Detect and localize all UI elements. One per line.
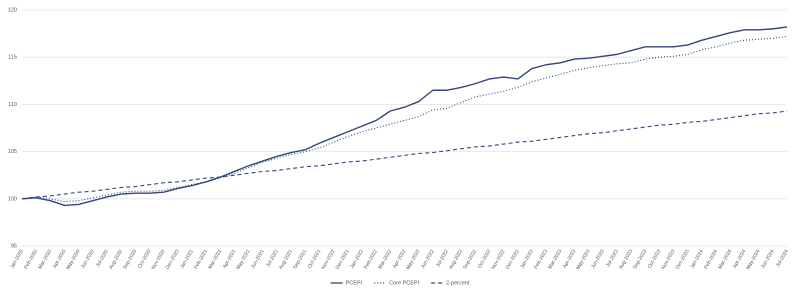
x-tick-label: Jul-2020 [95,248,110,268]
x-tick-label: May-2020 [65,248,81,270]
x-tick-label: Sep-2021 [292,248,308,270]
series-line [21,110,788,200]
x-tick-label: Sep-2023 [632,248,648,270]
legend-label: Core PCEPI [389,280,419,286]
series-line [21,35,788,203]
y-tick-label: 95 [11,243,17,249]
x-tick-label: Jun-2022 [420,248,436,269]
x-tick-label: May-2021 [235,248,251,270]
y-tick-label: 115 [8,55,17,61]
x-tick-label: Jul-2022 [435,248,450,268]
y-tick-label: 120 [8,7,17,13]
legend-label: PCEPI [346,280,363,286]
legend: PCEPI Core PCEPI 2-percent [330,280,470,286]
x-tick-label: Sep-2020 [122,248,138,270]
y-tick-label: 105 [8,149,17,155]
x-tick-label: Jul-2023 [605,248,620,268]
x-tick-label: Jun-2023 [590,248,606,269]
y-tick-label: 110 [8,102,17,108]
x-tick-label: Sep-2022 [462,248,478,270]
x-tick-label: Jun-2020 [80,248,96,269]
x-tick-label: May-2022 [405,248,421,270]
series-line [21,26,788,207]
x-tick-label: May-2023 [575,248,591,270]
x-tick-label: Jul-2021 [265,248,280,268]
x-tick-label: Jun-2024 [760,248,776,269]
y-tick-label: 100 [8,196,17,202]
x-tick-label: May-2024 [745,248,761,270]
x-tick-label: Jul-2024 [775,248,790,268]
legend-label: 2-percent [446,280,470,286]
x-tick-label: Jun-2021 [250,248,266,269]
